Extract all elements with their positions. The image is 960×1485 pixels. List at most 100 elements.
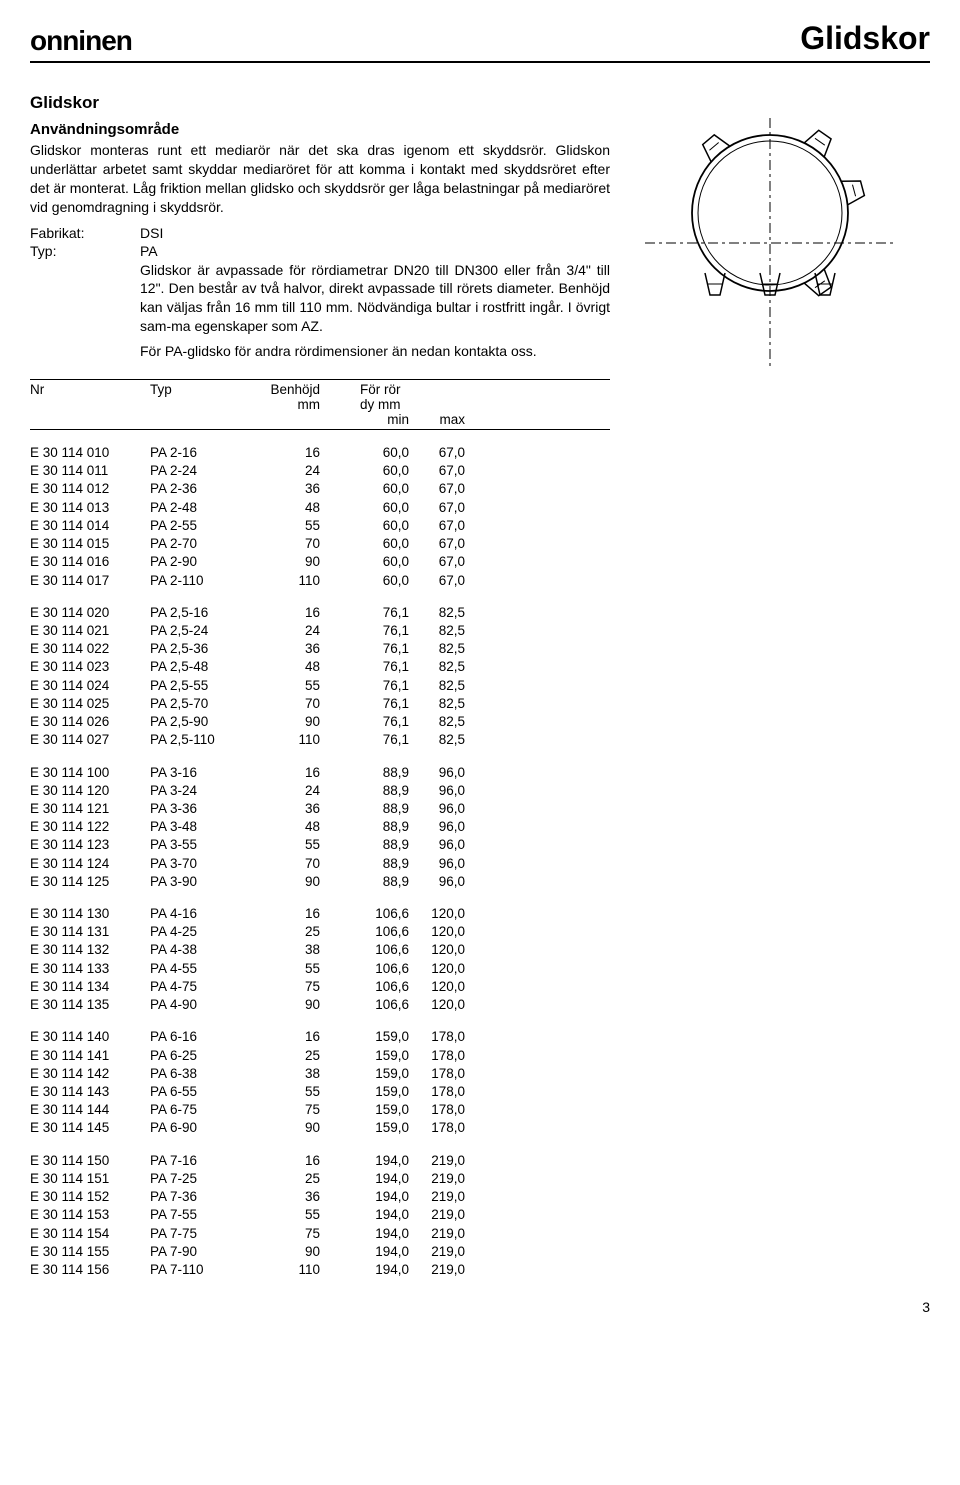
- cell-max: 96,0: [415, 855, 465, 873]
- cell-benhojd: 16: [260, 444, 360, 462]
- cell-benhojd: 16: [260, 1152, 360, 1170]
- cell-min: 88,9: [360, 782, 415, 800]
- cell-benhojd: 110: [260, 1261, 360, 1279]
- table-row: E 30 114 124PA 3-707088,996,0: [30, 855, 610, 873]
- cell-max: 120,0: [415, 923, 465, 941]
- typ-row: Typ: PA: [30, 243, 610, 259]
- table-row: E 30 114 151PA 7-2525194,0219,0: [30, 1170, 610, 1188]
- cell-max: 96,0: [415, 873, 465, 891]
- cell-typ: PA 6-55: [150, 1083, 260, 1101]
- cell-nr: E 30 114 021: [30, 622, 150, 640]
- cell-nr: E 30 114 125: [30, 873, 150, 891]
- cell-min: 60,0: [360, 553, 415, 571]
- table-row: E 30 114 144PA 6-7575159,0178,0: [30, 1101, 610, 1119]
- cell-nr: E 30 114 145: [30, 1119, 150, 1137]
- cell-typ: PA 6-25: [150, 1047, 260, 1065]
- cell-benhojd: 16: [260, 905, 360, 923]
- cell-max: 82,5: [415, 731, 465, 749]
- glidskor-diagram-icon: [640, 113, 900, 373]
- cell-benhojd: 38: [260, 941, 360, 959]
- cell-nr: E 30 114 156: [30, 1261, 150, 1279]
- cell-typ: PA 2-36: [150, 480, 260, 498]
- cell-nr: E 30 114 140: [30, 1028, 150, 1046]
- table-row: E 30 114 122PA 3-484888,996,0: [30, 818, 610, 836]
- cell-benhojd: 36: [260, 480, 360, 498]
- table-row: E 30 114 133PA 4-5555106,6120,0: [30, 960, 610, 978]
- cell-max: 67,0: [415, 480, 465, 498]
- cell-typ: PA 2,5-110: [150, 731, 260, 749]
- cell-min: 106,6: [360, 905, 415, 923]
- cell-typ: PA 7-110: [150, 1261, 260, 1279]
- cell-typ: PA 3-48: [150, 818, 260, 836]
- cell-benhojd: 90: [260, 1119, 360, 1137]
- cell-nr: E 30 114 142: [30, 1065, 150, 1083]
- cell-min: 76,1: [360, 658, 415, 676]
- cell-max: 82,5: [415, 713, 465, 731]
- cell-typ: PA 2-24: [150, 462, 260, 480]
- page-number: 3: [30, 1299, 930, 1315]
- cell-max: 219,0: [415, 1152, 465, 1170]
- cell-benhojd: 75: [260, 978, 360, 996]
- cell-max: 67,0: [415, 553, 465, 571]
- cell-min: 194,0: [360, 1170, 415, 1188]
- cell-nr: E 30 114 135: [30, 996, 150, 1014]
- cell-nr: E 30 114 013: [30, 499, 150, 517]
- cell-benhojd: 55: [260, 1083, 360, 1101]
- table-row: E 30 114 142PA 6-3838159,0178,0: [30, 1065, 610, 1083]
- cell-typ: PA 2,5-70: [150, 695, 260, 713]
- cell-typ: PA 3-24: [150, 782, 260, 800]
- cell-max: 67,0: [415, 462, 465, 480]
- cell-nr: E 30 114 024: [30, 677, 150, 695]
- cell-min: 159,0: [360, 1065, 415, 1083]
- cell-min: 88,9: [360, 873, 415, 891]
- table-row: E 30 114 100PA 3-161688,996,0: [30, 764, 610, 782]
- cell-benhojd: 24: [260, 782, 360, 800]
- cell-max: 82,5: [415, 695, 465, 713]
- table-row: E 30 114 140PA 6-1616159,0178,0: [30, 1028, 610, 1046]
- th-forror-unit: dy mm: [360, 397, 415, 412]
- cell-max: 96,0: [415, 800, 465, 818]
- table-group: E 30 114 020PA 2,5-161676,182,5E 30 114 …: [30, 604, 610, 750]
- cell-nr: E 30 114 023: [30, 658, 150, 676]
- table-row: E 30 114 141PA 6-2525159,0178,0: [30, 1047, 610, 1065]
- cell-benhojd: 110: [260, 731, 360, 749]
- cell-typ: PA 4-25: [150, 923, 260, 941]
- cell-min: 76,1: [360, 731, 415, 749]
- cell-benhojd: 75: [260, 1225, 360, 1243]
- sub-title: Användningsområde: [30, 121, 610, 138]
- cell-max: 178,0: [415, 1028, 465, 1046]
- cell-typ: PA 2,5-16: [150, 604, 260, 622]
- cell-nr: E 30 114 011: [30, 462, 150, 480]
- table-row: E 30 114 026PA 2,5-909076,182,5: [30, 713, 610, 731]
- cell-typ: PA 3-16: [150, 764, 260, 782]
- cell-typ: PA 3-36: [150, 800, 260, 818]
- cell-min: 88,9: [360, 800, 415, 818]
- cell-nr: E 30 114 144: [30, 1101, 150, 1119]
- typ-description: Glidskor är avpassade för rördiametrar D…: [140, 261, 610, 337]
- cell-typ: PA 2,5-90: [150, 713, 260, 731]
- table-body: E 30 114 010PA 2-161660,067,0E 30 114 01…: [30, 444, 610, 1279]
- table-row: E 30 114 013PA 2-484860,067,0: [30, 499, 610, 517]
- cell-typ: PA 6-75: [150, 1101, 260, 1119]
- cell-benhojd: 55: [260, 960, 360, 978]
- cell-benhojd: 70: [260, 855, 360, 873]
- cell-typ: PA 7-55: [150, 1206, 260, 1224]
- cell-typ: PA 2-55: [150, 517, 260, 535]
- cell-nr: E 30 114 027: [30, 731, 150, 749]
- cell-nr: E 30 114 134: [30, 978, 150, 996]
- cell-min: 159,0: [360, 1028, 415, 1046]
- table-row: E 30 114 123PA 3-555588,996,0: [30, 836, 610, 854]
- cell-min: 60,0: [360, 572, 415, 590]
- cell-benhojd: 70: [260, 695, 360, 713]
- cell-min: 106,6: [360, 960, 415, 978]
- cell-min: 60,0: [360, 444, 415, 462]
- cell-nr: E 30 114 010: [30, 444, 150, 462]
- cell-min: 194,0: [360, 1225, 415, 1243]
- table-row: E 30 114 021PA 2,5-242476,182,5: [30, 622, 610, 640]
- table-row: E 30 114 152PA 7-3636194,0219,0: [30, 1188, 610, 1206]
- cell-max: 219,0: [415, 1170, 465, 1188]
- table-group: E 30 114 010PA 2-161660,067,0E 30 114 01…: [30, 444, 610, 590]
- typ-description-2: För PA-glidsko för andra rördimensioner …: [140, 342, 610, 361]
- table-row: E 30 114 155PA 7-9090194,0219,0: [30, 1243, 610, 1261]
- left-column: Glidskor Användningsområde Glidskor mont…: [30, 93, 610, 1279]
